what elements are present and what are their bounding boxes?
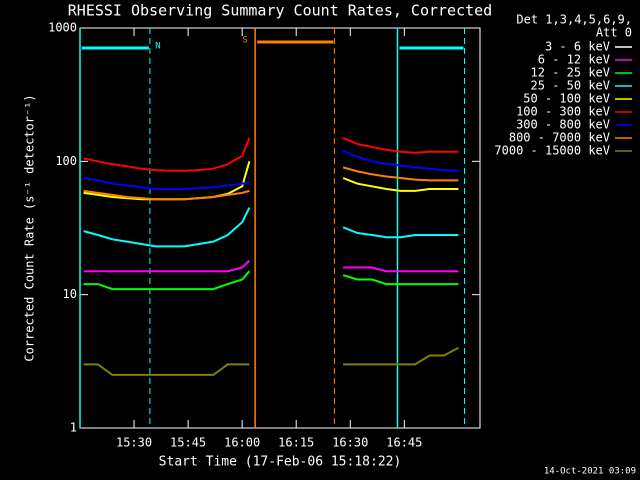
legend-title: Att 0 — [596, 26, 632, 40]
legend-label: 100 - 300 keV — [516, 105, 610, 119]
x-tick-label: 15:30 — [116, 436, 152, 450]
plot-frame — [79, 27, 481, 429]
y-tick-label: 1 — [70, 421, 77, 435]
x-axis-label: Start Time (17-Feb-06 15:18:22) — [159, 455, 402, 470]
series-line — [83, 346, 459, 376]
series-line — [83, 270, 459, 291]
legend-label: 6 - 12 keV — [538, 53, 610, 67]
event-label: S — [242, 36, 247, 46]
legend-label: 800 - 7000 keV — [509, 131, 610, 145]
y-tick-label: 10 — [63, 287, 77, 301]
series-line — [82, 271, 459, 366]
legend-label: 50 - 100 keV — [523, 92, 610, 106]
footer: 14-Oct-2021 03:09 — [544, 467, 636, 477]
series-line — [83, 259, 459, 273]
legend-title: Det 1,3,4,5,6,9, — [516, 13, 632, 27]
x-tick-label: 16:00 — [224, 436, 260, 450]
event-label: N — [155, 42, 160, 52]
y-axis-label: Corrected Count Rate (s⁻¹ detector⁻¹) — [23, 94, 37, 361]
legend-label: 3 - 6 keV — [545, 40, 610, 54]
series-line — [83, 166, 459, 201]
series-line — [83, 149, 459, 190]
legend-label: 12 - 25 keV — [531, 66, 610, 80]
x-tick-label: 15:45 — [170, 436, 206, 450]
y-tick-label: 100 — [55, 154, 77, 168]
chart-title: RHESSI Observing Summary Count Rates, Co… — [68, 2, 492, 20]
legend-label: 25 - 50 keV — [531, 79, 610, 93]
x-tick-label: 16:30 — [332, 436, 368, 450]
legend-label: 7000 - 15000 keV — [494, 144, 610, 158]
y-tick-label: 1000 — [48, 21, 77, 35]
legend-label: 300 - 800 keV — [516, 118, 610, 132]
series-line — [83, 207, 459, 248]
x-tick-label: 16:45 — [386, 436, 422, 450]
series-line — [83, 136, 459, 172]
series-line — [83, 161, 459, 201]
x-tick-label: 16:15 — [278, 436, 314, 450]
